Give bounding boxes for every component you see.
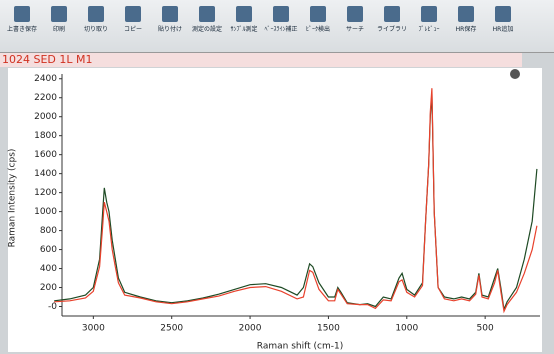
y-tick-label: -0 [48,302,57,312]
x-tick-label: 1500 [317,324,340,334]
icon [273,6,289,22]
toolbar-button[interactable]: コピー [115,6,151,33]
icon [162,6,178,22]
toolbar-button[interactable]: ﾌﾟﾚﾋﾞｭｰ [411,6,447,33]
screen: 上書き保存 印刷 切り取り コピー 貼り付け 測定の設定 ｻﾝﾌﾟﾙ測定 ﾍﾞｰｽﾗｲﾝ補正 ﾋ… [0,0,554,354]
y-tick-label: 1200 [34,188,57,198]
button-label: ﾍﾞｰｽﾗｲﾝ補正 [264,26,297,33]
icon [125,6,141,22]
icon [88,6,104,22]
y-tick-label: 1800 [34,131,57,141]
icon [421,6,437,22]
button-label: ﾌﾟﾚﾋﾞｭｰ [418,26,439,33]
toolbar-button[interactable]: 切り取り [78,6,114,33]
button-label: ﾋﾟｰｸ検出 [306,26,330,33]
icon [236,6,252,22]
button-label: 測定の設定 [192,26,222,33]
icon [51,6,67,22]
button-label: 貼り付け [158,26,182,33]
chart-background [8,68,542,352]
icon [310,6,326,22]
button-label: サーチ [346,26,364,33]
y-axis-title: Raman Intensity (cps) [8,149,18,248]
y-tick-label: 1600 [34,150,57,160]
toolbar-button[interactable]: ﾍﾞｰｽﾗｲﾝ補正 [263,6,299,33]
toolbar-button[interactable]: 貼り付け [152,6,188,33]
x-tick-label: 2500 [160,324,183,334]
icon [458,6,474,22]
button-label: 上書き保存 [7,26,37,33]
y-tick-label: 1000 [34,207,57,217]
y-tick-label: 2000 [34,112,57,122]
toolbar-button[interactable]: HR追加 [485,6,521,33]
toolbar: 上書き保存 印刷 切り取り コピー 貼り付け 測定の設定 ｻﾝﾌﾟﾙ測定 ﾍﾞｰｽﾗｲﾝ補正 ﾋ… [0,0,554,53]
toolbar-button[interactable]: 測定の設定 [189,6,225,33]
button-label: ライブラリ [377,26,407,33]
y-tick-label: 2200 [34,93,57,103]
icon [14,6,30,22]
toolbar-button[interactable]: 印刷 [41,6,77,33]
chart: Raman shift (cm-1) Raman Intensity (cps)… [0,68,554,354]
y-tick-label: 600 [40,245,57,255]
x-tick-label: 3000 [82,324,105,334]
x-tick-label: 2000 [239,324,262,334]
document-title: 1024 SED 1L M1 [0,53,522,67]
button-label: HR保存 [456,26,477,33]
toolbar-button[interactable]: HR保存 [448,6,484,33]
button-label: 印刷 [53,26,65,33]
y-tick-label: 200 [40,283,57,293]
button-label: コピー [124,26,142,33]
y-tick-label: 2400 [34,74,57,84]
toolbar-button[interactable]: ｻﾝﾌﾟﾙ測定 [226,6,262,33]
icon [199,6,215,22]
toolbar-button[interactable]: サーチ [337,6,373,33]
button-label: 切り取り [84,26,108,33]
y-tick-label: 400 [40,264,57,274]
scroll-button[interactable] [510,69,520,79]
toolbar-button[interactable]: ライブラリ [374,6,410,33]
y-tick-label: 800 [40,226,57,236]
button-label: HR追加 [493,26,514,33]
x-axis-title: Raman shift (cm-1) [257,342,343,352]
icon [384,6,400,22]
y-tick-label: 1400 [34,169,57,179]
toolbar-button[interactable]: 上書き保存 [4,6,40,33]
x-tick-label: 500 [477,324,494,334]
x-tick-label: 1000 [395,324,418,334]
button-label: ｻﾝﾌﾟﾙ測定 [230,26,257,33]
icon [495,6,511,22]
icon [347,6,363,22]
toolbar-button[interactable]: ﾋﾟｰｸ検出 [300,6,336,33]
